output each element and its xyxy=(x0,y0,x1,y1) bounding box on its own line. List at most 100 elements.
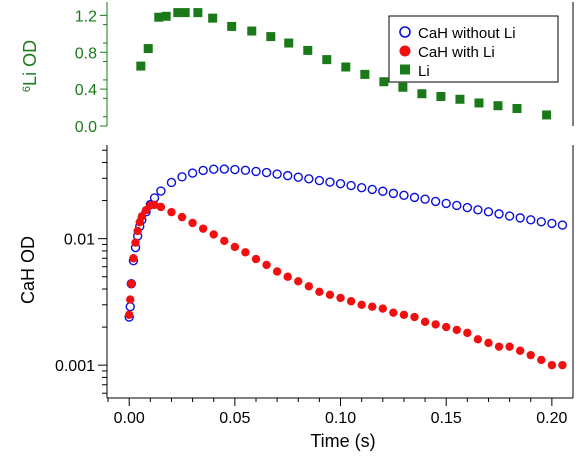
cah-without-li-point xyxy=(272,169,282,179)
li-point xyxy=(455,94,465,104)
cah-without-li-series xyxy=(124,164,568,322)
cah-with-li-point xyxy=(209,230,218,239)
cah-with-li-point xyxy=(188,218,197,228)
cah-without-li-point xyxy=(515,213,525,223)
cah-without-li-point xyxy=(156,186,166,196)
cah-with-li-point xyxy=(126,295,135,304)
top-y-tick-label: 0.0 xyxy=(75,119,97,136)
cah-without-li-point xyxy=(494,209,504,219)
cah-with-li-point xyxy=(357,300,366,310)
li-point xyxy=(493,101,503,111)
cah-with-li-point xyxy=(484,338,493,348)
li-point xyxy=(417,89,427,99)
cah-with-li-point xyxy=(294,277,303,286)
li-point xyxy=(154,12,164,22)
cah-with-li-point xyxy=(368,302,377,311)
li-point xyxy=(208,13,218,23)
cah-with-li-point xyxy=(283,272,292,281)
cah-with-li-point xyxy=(124,310,134,320)
cah-with-li-point xyxy=(167,207,176,217)
top-y-tick-label: 0.8 xyxy=(75,45,97,62)
x-tick-label: 0.00 xyxy=(114,410,145,427)
legend-marker-cah-without-li xyxy=(399,26,411,38)
li-point xyxy=(303,45,313,55)
cah-with-li-point xyxy=(220,236,229,246)
li-point xyxy=(341,62,351,72)
cah-with-li-point xyxy=(131,238,140,247)
li-point xyxy=(512,103,522,113)
cah-without-li-point xyxy=(504,211,515,221)
cah-without-li-point xyxy=(388,188,399,199)
legend: CaH without Li CaH with Li Li xyxy=(388,15,559,83)
li-point xyxy=(161,11,171,21)
legend-marker-li xyxy=(400,64,410,75)
cah-with-li-point xyxy=(325,290,335,299)
cah-without-li-point xyxy=(409,192,420,203)
top-y-axis-label-superscript: 6 xyxy=(21,86,33,92)
cah-without-li-point xyxy=(452,200,462,211)
cah-with-li-point xyxy=(389,308,398,317)
li-point xyxy=(436,92,446,101)
li-point xyxy=(284,38,294,48)
top-y-axis-label: 6Li OD xyxy=(20,40,40,92)
li-series xyxy=(136,8,552,120)
cah-with-li-point xyxy=(420,317,430,327)
cah-with-li-point xyxy=(378,304,387,313)
cah-without-li-point xyxy=(251,166,261,177)
cah-without-li-point xyxy=(314,175,325,186)
cah-without-li-point xyxy=(356,182,367,193)
cah-without-li-point xyxy=(526,215,536,225)
bottom-panel: 0.001 0.01 0.00 0.05 0.10 0.15 0.20 CaH OD Ti… xyxy=(18,145,574,451)
cah-with-li-point xyxy=(452,325,461,335)
cah-without-li-point xyxy=(378,186,388,196)
cah-with-li-point xyxy=(526,350,535,360)
cah-without-li-point xyxy=(335,178,346,189)
cah-with-li-point xyxy=(272,267,282,276)
cah-without-li-point xyxy=(367,184,377,195)
cah-with-li-point xyxy=(515,346,525,355)
cah-with-li-point xyxy=(156,202,166,212)
cah-with-li-point xyxy=(346,297,356,306)
bottom-axes xyxy=(106,145,574,399)
bottom-y-axis-label: CaH OD xyxy=(18,236,38,304)
cah-with-li-point xyxy=(441,322,451,332)
li-point xyxy=(193,8,203,18)
cah-with-li-point xyxy=(494,342,504,351)
top-panel: 0.0 0.4 0.8 1.2 6Li OD xyxy=(20,2,574,136)
cah-with-li-point xyxy=(304,282,314,291)
li-point xyxy=(266,32,276,42)
cah-with-li-point xyxy=(547,360,557,370)
top-y-tick-label: 0.4 xyxy=(75,82,97,99)
cah-without-li-point xyxy=(473,205,483,215)
cah-with-li-point xyxy=(150,200,159,210)
x-tick-label: 0.20 xyxy=(536,410,567,427)
cah-without-li-point xyxy=(325,177,335,187)
top-axes xyxy=(106,2,574,126)
li-point xyxy=(143,44,153,54)
cah-with-li-series xyxy=(124,200,567,370)
li-point xyxy=(173,8,183,18)
cah-with-li-point xyxy=(251,254,261,264)
cah-without-li-point xyxy=(536,217,546,227)
legend-box xyxy=(388,15,559,83)
cah-without-li-point xyxy=(430,196,441,207)
li-point xyxy=(542,110,552,120)
bottom-y-tick-label: 0.01 xyxy=(64,232,95,249)
cah-without-li-point xyxy=(547,218,557,229)
cah-without-li-point xyxy=(346,180,356,191)
cah-with-li-point xyxy=(410,312,419,322)
x-ticks: 0.00 0.05 0.10 0.15 0.20 xyxy=(107,398,568,427)
cah-without-li-point xyxy=(557,220,568,230)
x-tick-label: 0.15 xyxy=(431,410,462,427)
cah-with-li-point xyxy=(133,226,142,236)
cah-without-li-point xyxy=(462,202,473,213)
cah-with-li-point xyxy=(336,293,345,303)
cah-with-li-point xyxy=(137,212,147,221)
cah-with-li-point xyxy=(399,310,409,320)
legend-label-cah-without-li: CaH without Li xyxy=(418,25,516,42)
cah-without-li-point xyxy=(187,168,198,178)
cah-with-li-point xyxy=(241,248,250,257)
cah-without-li-point xyxy=(125,301,135,312)
cah-with-li-point xyxy=(198,224,208,233)
